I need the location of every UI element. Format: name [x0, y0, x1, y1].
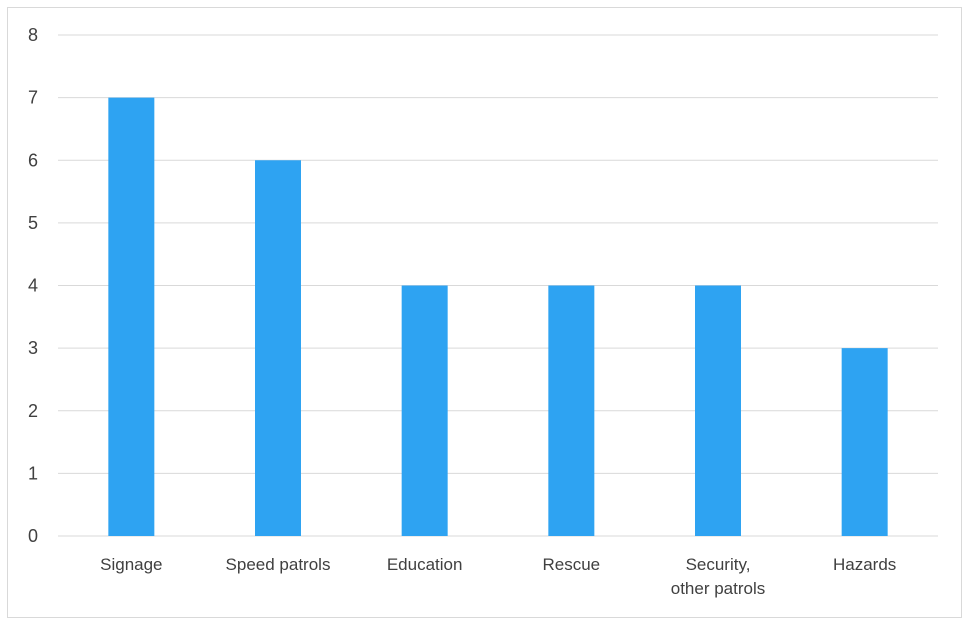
y-tick-label: 5 — [28, 213, 38, 233]
y-tick-label: 2 — [28, 401, 38, 421]
y-tick-label: 7 — [28, 88, 38, 108]
x-category-label: other patrols — [671, 579, 766, 598]
y-tick-label: 6 — [28, 150, 38, 170]
bar — [695, 285, 741, 536]
x-category-label: Speed patrols — [226, 555, 331, 574]
x-axis-categories: Signage Speed patrols Education Rescue Secur… — [100, 555, 896, 598]
y-tick-label: 1 — [28, 463, 38, 483]
bar — [255, 160, 301, 536]
y-axis-ticks: 0 1 2 3 4 5 6 7 8 — [28, 25, 38, 546]
x-category-label: Signage — [100, 555, 162, 574]
y-tick-label: 3 — [28, 338, 38, 358]
x-category-label: Hazards — [833, 555, 896, 574]
x-category-label: Rescue — [543, 555, 601, 574]
bar — [401, 285, 448, 536]
y-tick-label: 8 — [28, 25, 38, 45]
x-category-label: Security, — [686, 555, 751, 574]
bar — [108, 97, 155, 536]
bar — [841, 348, 888, 536]
gridlines — [58, 34, 938, 537]
y-tick-label: 0 — [28, 526, 38, 546]
bar — [548, 285, 595, 536]
bars — [108, 97, 888, 536]
x-category-label: Education — [387, 555, 463, 574]
y-tick-label: 4 — [28, 276, 38, 296]
chart-frame — [7, 7, 962, 618]
